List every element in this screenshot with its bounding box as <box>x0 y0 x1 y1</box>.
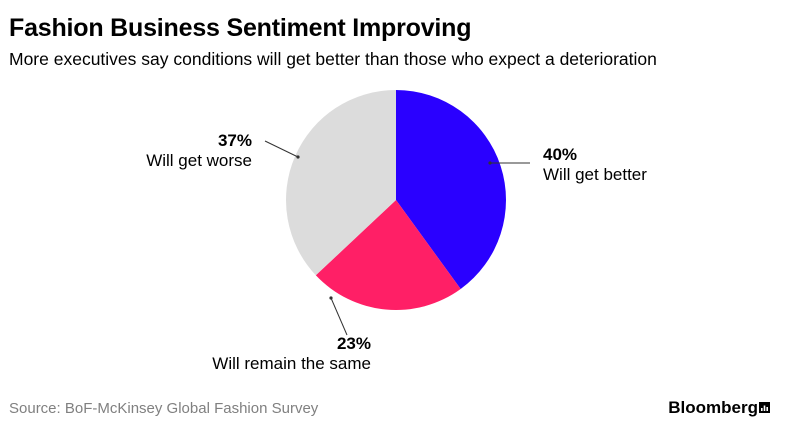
leader-line-same <box>330 297 348 336</box>
chart-subtitle: More executives say conditions will get … <box>9 49 657 69</box>
brand-logo: Bloomberg <box>668 398 758 417</box>
leader-dot-worse <box>296 155 300 159</box>
pie-slice-better <box>396 90 507 289</box>
slice-category-label-worse: Will get worse <box>146 151 252 170</box>
leader-dot-better <box>488 161 492 165</box>
pie-slice-worse <box>286 90 396 276</box>
slice-value-label-same: 23% <box>337 334 371 353</box>
slice-value-label-better: 40% <box>543 145 577 164</box>
chart-title: Fashion Business Sentiment Improving <box>9 14 472 42</box>
slice-category-label-better: Will get better <box>543 165 647 184</box>
leader-dot-same <box>329 296 333 300</box>
slice-value-label-worse: 37% <box>218 131 252 150</box>
bloomberg-chart-icon <box>759 402 770 413</box>
slice-category-label-same: Will remain the same <box>212 354 371 373</box>
leader-line-worse <box>264 140 299 158</box>
pie-slice-same <box>315 200 461 310</box>
source-note: Source: BoF-McKinsey Global Fashion Surv… <box>9 400 319 417</box>
